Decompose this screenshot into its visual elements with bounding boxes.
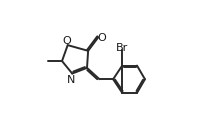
Text: N: N [67,74,75,84]
Text: Br: Br [116,42,128,52]
Text: O: O [97,33,106,43]
Text: O: O [62,36,71,46]
